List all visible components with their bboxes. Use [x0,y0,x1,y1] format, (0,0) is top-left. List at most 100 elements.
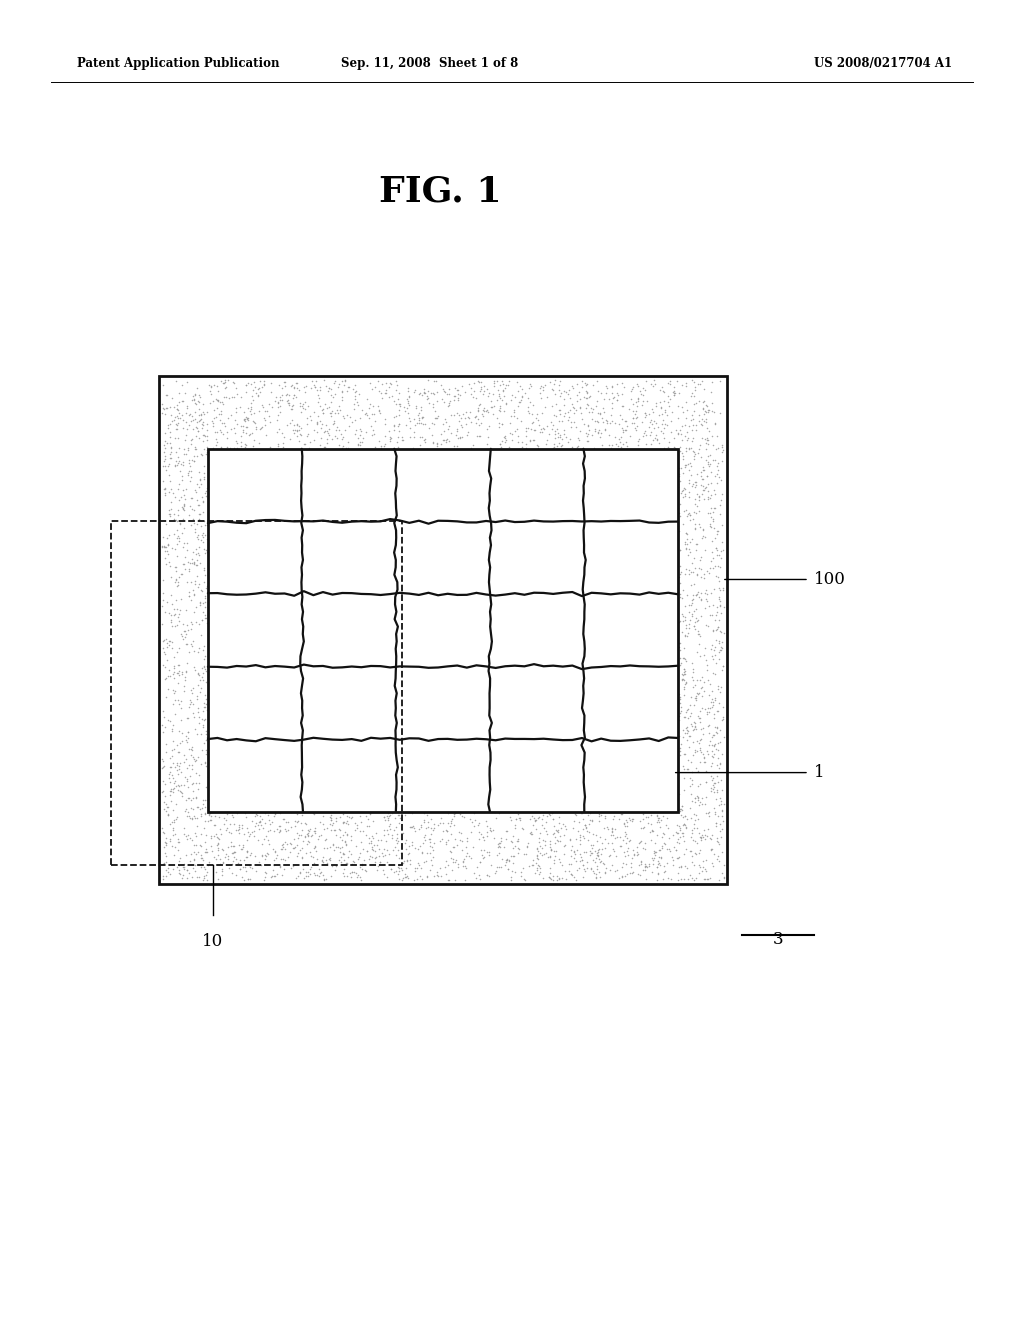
Point [160,709,176,730]
Point [677,595,693,616]
Point [274,422,291,444]
Point [597,829,613,850]
Point [684,408,700,429]
Point [294,847,310,869]
Point [507,385,523,407]
Point [586,863,602,884]
Point [677,648,693,669]
Point [479,401,496,422]
Point [220,847,237,869]
Point [707,801,723,822]
Point [651,432,668,453]
Point [156,536,172,557]
Point [346,393,362,414]
Point [687,513,703,535]
Point [532,842,549,863]
Point [695,826,712,847]
Point [693,825,710,846]
Point [552,404,568,425]
Point [318,869,335,890]
Point [188,539,205,560]
Point [176,822,193,843]
Point [517,843,534,865]
Point [650,846,667,867]
Point [281,392,297,413]
Point [180,825,197,846]
Point [178,789,195,810]
Point [180,754,197,775]
Point [627,417,643,438]
Point [679,717,695,738]
Point [237,433,253,454]
Point [339,805,355,826]
Point [189,412,206,433]
Point [648,825,665,846]
Point [538,830,554,851]
Point [613,417,630,438]
Point [706,772,722,793]
Point [687,717,703,738]
Point [690,513,707,535]
Point [413,817,429,838]
Point [682,694,698,715]
Point [285,388,301,409]
Point [676,500,692,521]
Point [691,411,708,432]
Point [167,486,183,507]
Point [685,719,701,741]
Point [678,437,694,458]
Point [705,434,721,455]
Point [707,704,723,725]
Point [679,422,695,444]
Point [505,826,521,847]
Point [583,842,599,863]
Point [273,384,290,405]
Point [193,681,209,702]
Point [675,401,691,422]
Point [183,572,200,593]
Point [583,397,599,418]
Point [643,434,659,455]
Point [189,474,206,495]
Point [695,379,712,400]
Point [689,817,706,838]
Point [183,636,200,657]
Point [238,375,254,396]
Point [450,857,466,878]
Point [577,413,593,434]
Point [154,393,170,414]
Point [328,859,344,880]
Point [195,739,211,760]
Point [261,813,278,834]
Point [613,804,630,825]
Point [463,378,479,399]
Point [167,407,183,428]
Point [535,380,551,401]
Point [336,865,352,886]
Point [213,824,229,845]
Point [569,821,586,842]
Point [239,408,255,429]
Point [498,393,514,414]
Point [545,414,561,436]
Point [461,846,477,867]
Point [157,422,173,444]
Point [465,387,481,408]
Point [162,630,178,651]
Point [695,644,712,665]
Point [161,763,177,784]
Point [170,689,186,710]
Text: 1: 1 [814,764,824,781]
Point [709,601,725,622]
Point [326,372,342,393]
Point [171,664,187,685]
Point [709,718,725,739]
Point [190,701,207,722]
Point [252,810,268,832]
Point [267,847,284,869]
Point [655,805,672,826]
Point [158,669,174,690]
Point [156,569,172,590]
Point [188,723,205,744]
Point [220,837,237,858]
